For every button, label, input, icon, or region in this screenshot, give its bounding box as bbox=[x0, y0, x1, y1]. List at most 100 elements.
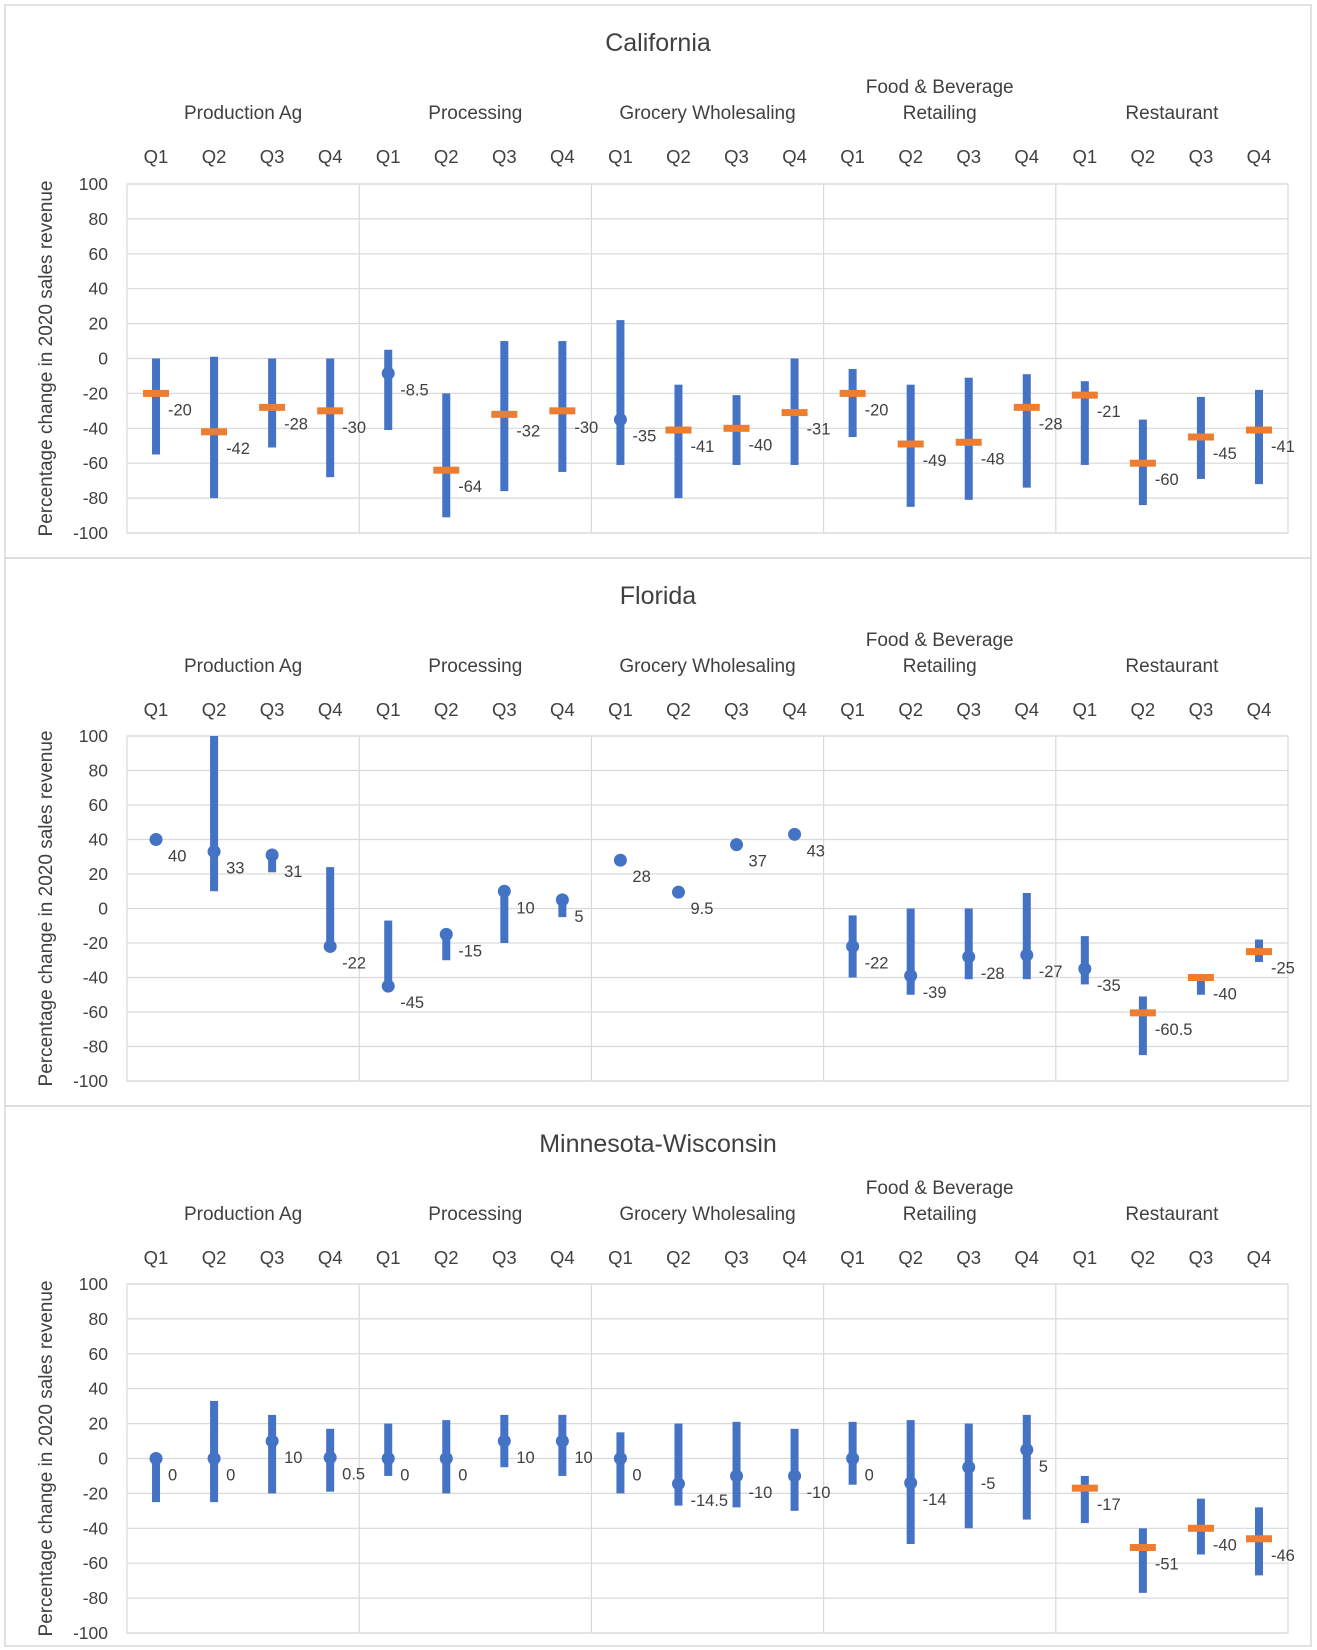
range-bar bbox=[384, 1423, 393, 1476]
data-label: -45 bbox=[400, 994, 424, 1012]
group-label: Restaurant bbox=[1125, 656, 1219, 677]
y-tick-label: 60 bbox=[89, 1344, 109, 1364]
quarter-label: Q2 bbox=[434, 699, 459, 720]
quarter-label: Q4 bbox=[1014, 699, 1039, 720]
quarter-label: Q2 bbox=[202, 699, 227, 720]
median-marker bbox=[1129, 1009, 1156, 1017]
data-label: 5 bbox=[1039, 1458, 1048, 1476]
quarter-label: Q4 bbox=[550, 1247, 575, 1268]
group-label: Food & Beverage bbox=[866, 630, 1014, 651]
median-marker bbox=[1245, 426, 1272, 434]
value-dot bbox=[1078, 962, 1092, 976]
data-label: -5 bbox=[981, 1475, 996, 1493]
data-label: -30 bbox=[342, 419, 366, 437]
data-label: 28 bbox=[632, 868, 650, 886]
quarter-label: Q1 bbox=[1072, 146, 1097, 167]
y-tick-label: 0 bbox=[98, 899, 108, 919]
value-dot bbox=[265, 1434, 279, 1448]
median-marker bbox=[491, 410, 518, 418]
quarter-label: Q2 bbox=[1131, 146, 1156, 167]
y-tick-label: -100 bbox=[73, 1623, 108, 1643]
data-label: 5 bbox=[574, 908, 583, 926]
median-marker bbox=[143, 389, 170, 397]
y-tick-label: -100 bbox=[73, 523, 108, 543]
value-dot bbox=[323, 939, 337, 953]
range-bar bbox=[558, 341, 567, 472]
quarter-label: Q4 bbox=[318, 699, 343, 720]
y-tick-label: 100 bbox=[79, 174, 108, 194]
quarter-label: Q4 bbox=[550, 146, 575, 167]
data-label: 0.5 bbox=[342, 1466, 365, 1484]
quarter-label: Q2 bbox=[898, 146, 923, 167]
chart-title: California bbox=[605, 29, 711, 57]
data-label: -21 bbox=[1097, 403, 1121, 421]
quarter-label: Q4 bbox=[1014, 1247, 1039, 1268]
median-marker bbox=[1187, 433, 1214, 441]
quarter-label: Q3 bbox=[1189, 1247, 1214, 1268]
quarter-label: Q1 bbox=[144, 699, 169, 720]
data-label: -35 bbox=[632, 428, 656, 446]
median-marker bbox=[549, 407, 576, 415]
data-label: -28 bbox=[1039, 415, 1063, 433]
y-tick-label: 100 bbox=[79, 1274, 108, 1294]
y-axis-title: Percentage change in 2020 sales revenue bbox=[36, 1281, 57, 1637]
data-label: -22 bbox=[865, 954, 889, 972]
group-label: Production Ag bbox=[184, 103, 302, 124]
value-dot bbox=[788, 1469, 802, 1483]
data-label: -22 bbox=[342, 954, 366, 972]
range-bar bbox=[152, 358, 161, 455]
data-label: 10 bbox=[516, 899, 534, 917]
quarter-label: Q3 bbox=[492, 699, 517, 720]
data-label: -10 bbox=[749, 1484, 773, 1502]
quarter-label: Q2 bbox=[666, 1247, 691, 1268]
y-tick-label: -40 bbox=[83, 418, 109, 438]
range-bar bbox=[674, 1423, 683, 1506]
data-label: 10 bbox=[516, 1449, 534, 1467]
median-marker bbox=[1187, 1524, 1214, 1532]
group-label: Processing bbox=[428, 103, 522, 124]
range-bar bbox=[1022, 374, 1031, 488]
quarter-label: Q4 bbox=[318, 146, 343, 167]
value-dot bbox=[1020, 948, 1034, 962]
range-bar bbox=[326, 867, 335, 947]
data-label: 0 bbox=[458, 1467, 467, 1485]
quarter-label: Q2 bbox=[898, 1247, 923, 1268]
quarter-label: Q3 bbox=[260, 699, 285, 720]
median-marker bbox=[1187, 974, 1214, 981]
range-bar bbox=[1080, 1475, 1089, 1524]
data-label: -45 bbox=[1213, 445, 1237, 463]
data-label: -14.5 bbox=[690, 1492, 728, 1510]
quarter-label: Q1 bbox=[376, 146, 401, 167]
data-label: -60 bbox=[1155, 471, 1179, 489]
data-label: 0 bbox=[168, 1467, 177, 1485]
data-label: -49 bbox=[923, 452, 947, 470]
range-bar bbox=[1138, 1528, 1147, 1593]
y-tick-label: 20 bbox=[89, 864, 109, 884]
range-bar bbox=[1022, 892, 1031, 980]
range-bar bbox=[210, 356, 219, 499]
range-bar bbox=[906, 908, 915, 995]
data-label: -51 bbox=[1155, 1555, 1179, 1573]
quarter-label: Q1 bbox=[608, 1247, 633, 1268]
chart-title: Florida bbox=[620, 582, 697, 610]
y-tick-label: 0 bbox=[98, 349, 108, 369]
quarter-label: Q3 bbox=[956, 146, 981, 167]
data-label: 10 bbox=[574, 1449, 592, 1467]
quarter-label: Q1 bbox=[840, 1247, 865, 1268]
value-dot bbox=[671, 1477, 685, 1491]
quarter-label: Q4 bbox=[782, 699, 807, 720]
panel-frame bbox=[4, 1105, 1312, 1647]
value-dot bbox=[439, 927, 453, 941]
range-bar bbox=[1196, 977, 1205, 995]
quarter-label: Q4 bbox=[1247, 699, 1272, 720]
y-tick-label: -80 bbox=[83, 1588, 109, 1608]
y-tick-label: -100 bbox=[73, 1071, 108, 1091]
median-marker bbox=[201, 428, 228, 436]
y-tick-label: -20 bbox=[83, 383, 109, 403]
median-marker bbox=[723, 424, 750, 432]
data-label: 33 bbox=[226, 860, 244, 878]
data-label: 37 bbox=[749, 853, 767, 871]
quarter-label: Q1 bbox=[376, 1247, 401, 1268]
range-bar bbox=[210, 736, 219, 892]
